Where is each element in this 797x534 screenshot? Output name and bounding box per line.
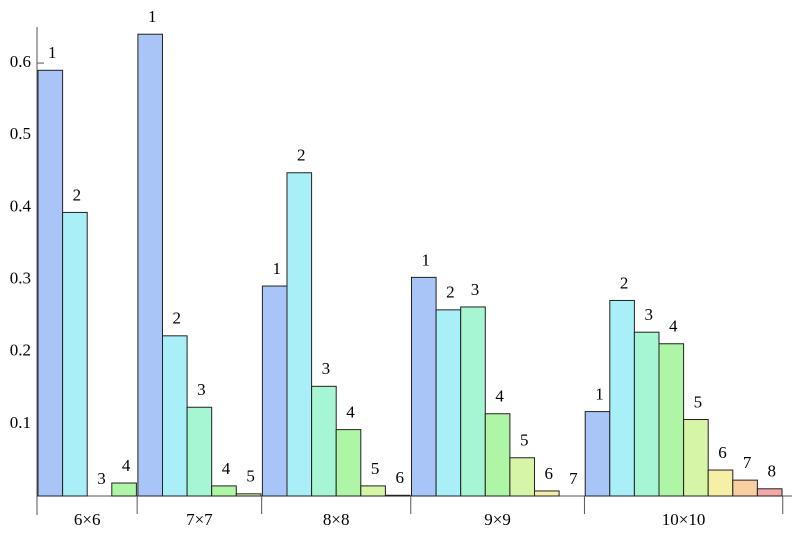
bar-label: 2 (173, 309, 182, 328)
bar-label: 5 (246, 467, 255, 486)
bar (235, 493, 262, 497)
bar (460, 306, 486, 497)
bar-label: 4 (495, 387, 504, 406)
bar-label: 3 (197, 380, 206, 399)
bar (261, 285, 288, 497)
x-tick-label: 9×9 (484, 510, 511, 529)
bar (37, 69, 64, 497)
bar-label: 2 (297, 146, 306, 165)
bar-label: 4 (669, 317, 678, 336)
bar (609, 299, 635, 497)
bar-label: 6 (718, 443, 727, 462)
bar-label: 1 (272, 259, 281, 278)
x-tick-label: 7×7 (186, 510, 213, 529)
bar-label: 1 (48, 43, 57, 62)
bar-label: 7 (569, 469, 578, 488)
y-tick-label: 0.2 (10, 341, 31, 360)
bar-label: 4 (346, 403, 355, 422)
bar (584, 411, 611, 497)
bar-label: 8 (767, 462, 776, 481)
bar (186, 406, 213, 497)
bar (286, 172, 313, 497)
bar (683, 419, 709, 497)
bar (111, 482, 137, 497)
y-tick-label: 0.3 (10, 268, 31, 287)
bar-label: 2 (620, 273, 629, 292)
bar-label: 7 (743, 453, 752, 472)
bar (162, 335, 188, 497)
bar (62, 211, 88, 497)
bar (211, 485, 237, 497)
bar (484, 413, 511, 497)
bar-label: 1 (595, 384, 604, 403)
bar-label: 2 (446, 283, 455, 302)
bar-label: 2 (73, 185, 82, 204)
bar (707, 469, 734, 497)
x-tick-label: 10×10 (662, 510, 706, 529)
bar-label: 4 (122, 456, 131, 475)
bar (633, 331, 660, 497)
bar (335, 429, 362, 497)
bar-label: 4 (222, 459, 231, 478)
y-tick-label: 0.1 (10, 413, 31, 432)
bar-label: 1 (148, 7, 157, 26)
y-tick-label: 0.4 (10, 196, 32, 215)
bar (756, 488, 783, 497)
bar-label: 5 (371, 459, 380, 478)
bar (311, 385, 337, 497)
y-tick-label: 0.5 (10, 124, 31, 143)
bar-label: 3 (471, 280, 480, 299)
bar (384, 494, 411, 497)
bar-label: 3 (322, 359, 331, 378)
bar-label: 6 (545, 464, 554, 483)
bar-label: 5 (694, 392, 703, 411)
bar (534, 490, 560, 497)
x-tick-label: 8×8 (323, 510, 350, 529)
y-tick-label: 0.6 (10, 52, 31, 71)
bar-label: 6 (395, 468, 404, 487)
bar-label: 3 (644, 305, 653, 324)
bar (658, 343, 685, 497)
bar (732, 479, 758, 497)
bar (509, 457, 535, 497)
bar-label: 1 (422, 250, 431, 269)
x-tick-label: 6×6 (74, 510, 101, 529)
bar (360, 485, 386, 497)
bar-label: 5 (520, 431, 529, 450)
bar (411, 276, 437, 497)
bar (137, 33, 163, 497)
bar (435, 309, 462, 497)
bar-label: 3 (97, 469, 106, 488)
